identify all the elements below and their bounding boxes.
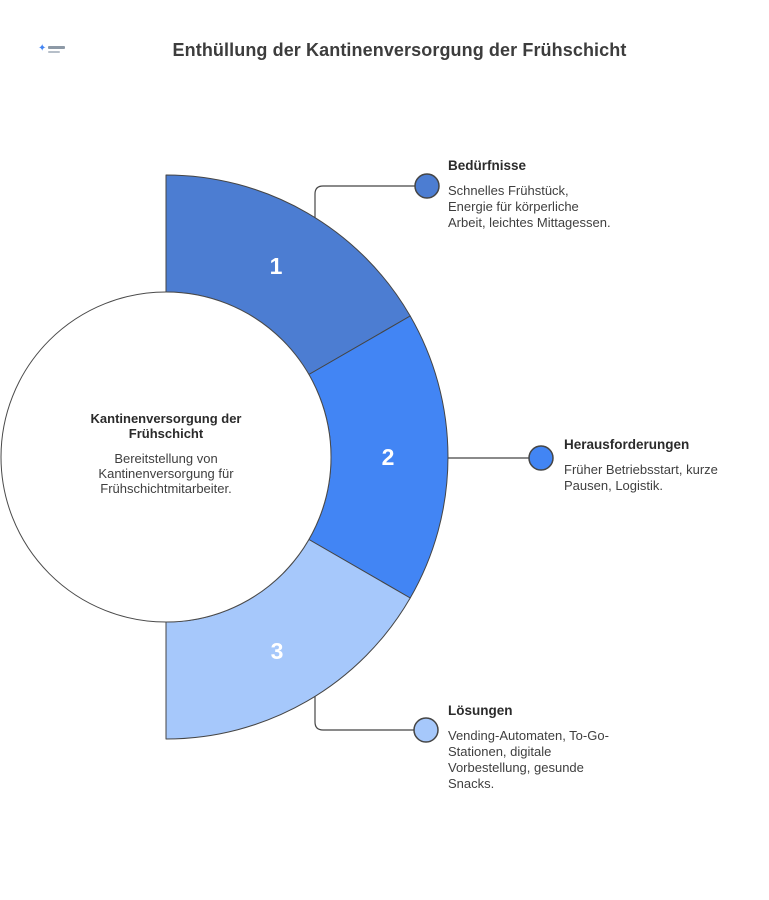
callout-2-description: Früher Betriebsstart, kurze Pausen, Logi… <box>564 462 769 494</box>
callout-2-line: Pausen, Logistik. <box>564 478 664 493</box>
center-description-line: Kantinenversorgung für <box>98 466 234 481</box>
callout-beduerfnisse: Bedürfnisse Schnelles Frühstück, Energie… <box>448 158 658 231</box>
callout-3-description: Vending-Automaten, To-Go- Stationen, dig… <box>448 728 658 792</box>
center-description-line: Bereitstellung von <box>114 451 218 466</box>
center-label: Kantinenversorgung der Frühschicht Berei… <box>66 411 266 496</box>
brand-star-icon: ✦ <box>38 43 47 54</box>
segment-1-number: 1 <box>270 253 283 279</box>
callout-dot-1 <box>414 173 440 199</box>
center-description-line: Frühschichtmitarbeiter. <box>100 481 232 496</box>
callout-3-line: Stationen, digitale <box>448 744 552 759</box>
callout-3-title: Lösungen <box>448 703 513 718</box>
callout-2-line: Früher Betriebsstart, kurze <box>564 462 718 477</box>
brand-wordmark <box>48 45 66 53</box>
segment-3-number: 3 <box>271 638 284 664</box>
connector-line-1 <box>314 185 415 218</box>
brand-logo: ✦ <box>38 42 70 56</box>
callout-1-description: Schnelles Frühstück, Energie für körperl… <box>448 183 658 231</box>
segment-2-number: 2 <box>382 444 395 470</box>
callout-1-line: Energie für körperliche <box>448 199 579 214</box>
callout-dot-3 <box>413 717 439 743</box>
center-circle <box>0 291 332 623</box>
center-title: Kantinenversorgung der Frühschicht <box>66 411 266 441</box>
page-title: Enthüllung der Kantinenversorgung der Fr… <box>172 40 627 60</box>
center-title-line: Frühschicht <box>128 426 204 441</box>
callout-herausforderungen: Herausforderungen Früher Betriebsstart, … <box>564 437 769 494</box>
callout-dot-2 <box>528 445 554 471</box>
connector-line-3 <box>314 696 415 731</box>
callout-3-line: Vending-Automaten, To-Go- <box>448 728 609 743</box>
callout-1-line: Schnelles Frühstück, <box>448 183 569 198</box>
callout-2-title: Herausforderungen <box>564 437 690 452</box>
callout-loesungen: Lösungen Vending-Automaten, To-Go- Stati… <box>448 703 658 792</box>
center-title-line: Kantinenversorgung der <box>90 411 242 426</box>
callout-3-line: Snacks. <box>448 776 495 791</box>
callout-1-title: Bedürfnisse <box>448 158 527 173</box>
callout-3-line: Vorbestellung, gesunde <box>448 760 584 775</box>
callout-1-line: Arbeit, leichtes Mittagessen. <box>448 215 611 230</box>
center-description: Bereitstellung von Kantinenversorgung fü… <box>66 451 266 496</box>
